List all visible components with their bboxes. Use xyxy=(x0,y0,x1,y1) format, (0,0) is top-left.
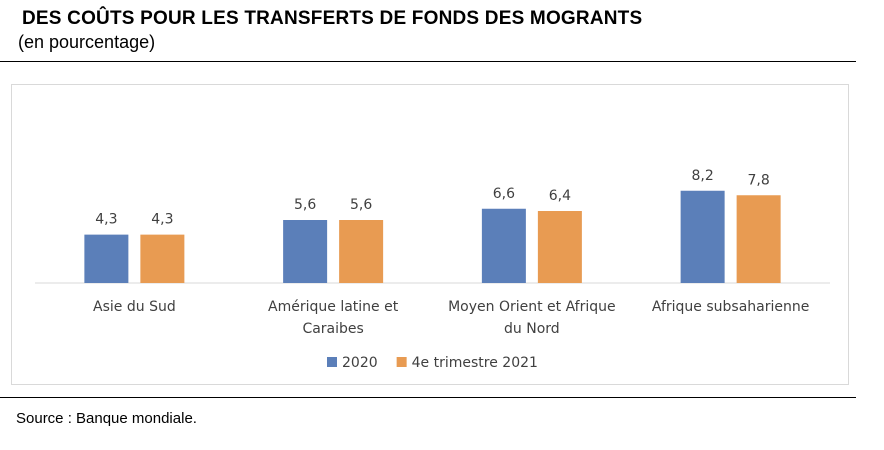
bottom-divider xyxy=(0,397,856,398)
data-label: 8,2 xyxy=(691,168,713,184)
bar-series1 xyxy=(84,234,129,283)
data-label: 4,3 xyxy=(151,212,173,228)
bar-series1 xyxy=(680,190,725,283)
bar-series1 xyxy=(481,208,526,283)
bar-series2 xyxy=(537,211,582,283)
category-tick-label: Caraibes xyxy=(302,321,363,337)
legend-label: 4e trimestre 2021 xyxy=(412,355,538,371)
category-tick-label: Afrique subsaharienne xyxy=(652,299,809,315)
legend-swatch xyxy=(327,357,337,367)
chart-title: DES COÛTS POUR LES TRANSFERTS DE FONDS D… xyxy=(22,8,643,29)
category-tick-label: Amérique latine et xyxy=(268,299,399,315)
data-label: 5,6 xyxy=(294,197,316,213)
chart-subtitle: (en pourcentage) xyxy=(18,32,156,52)
bar-series2 xyxy=(339,220,384,283)
data-label: 4,3 xyxy=(95,212,117,228)
bar-series1 xyxy=(283,220,328,283)
data-label: 6,4 xyxy=(549,188,571,204)
category-tick-label: Moyen Orient et Afrique xyxy=(448,299,616,315)
top-divider xyxy=(0,61,856,62)
data-label: 7,8 xyxy=(747,172,769,188)
data-label: 5,6 xyxy=(350,197,372,213)
source-note: Source : Banque mondiale. xyxy=(16,410,197,427)
legend-label: 2020 xyxy=(342,355,378,371)
legend-swatch xyxy=(396,357,407,367)
bar-series2 xyxy=(736,195,781,283)
data-label: 6,6 xyxy=(493,186,515,202)
chart-frame xyxy=(11,84,849,385)
bar-series2 xyxy=(140,234,185,283)
category-tick-label: Asie du Sud xyxy=(93,299,176,315)
category-tick-label: du Nord xyxy=(504,321,560,337)
